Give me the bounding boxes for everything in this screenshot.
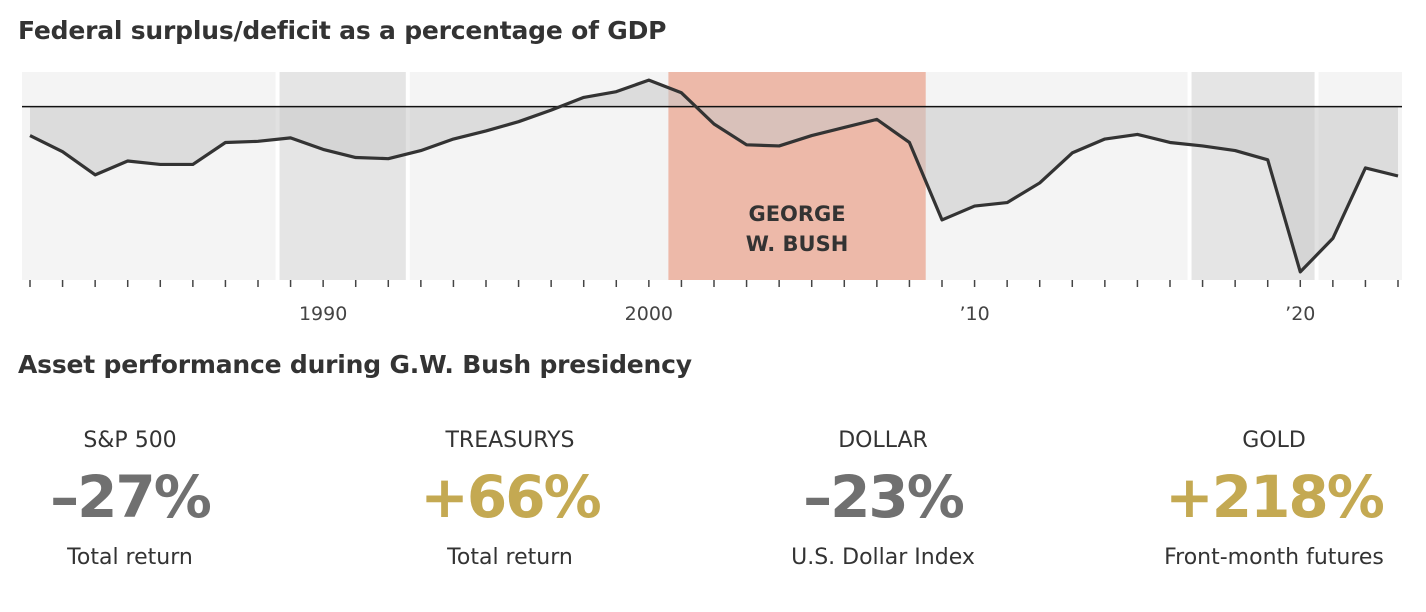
- asset-value: –23%: [803, 463, 965, 531]
- asset-value: +218%: [1165, 463, 1385, 531]
- x-tick-label: 1990: [299, 303, 347, 325]
- asset-desc: Total return: [447, 545, 573, 570]
- chart-tick-layer: [29, 280, 1399, 287]
- asset-value: +66%: [420, 463, 601, 531]
- chart-label-layer: 1990 2000 ’10 ’20 GEORGE W. BUSH: [299, 202, 1315, 325]
- period-separator: [405, 72, 410, 280]
- asset-treasurys: TREASURYS +66% Total return: [340, 425, 680, 575]
- chart-area-layer: [22, 78, 1402, 274]
- asset-desc: Total return: [67, 545, 193, 570]
- asset-name: TREASURYS: [445, 428, 575, 453]
- period-separator: [275, 72, 280, 280]
- bush-label-line1: GEORGE: [748, 202, 845, 226]
- deficit-chart: 1990 2000 ’10 ’20 GEORGE W. BUSH: [22, 72, 1402, 325]
- asset-panel-title: Asset performance during G.W. Bush presi…: [18, 350, 692, 379]
- period-separator: [1187, 72, 1192, 280]
- asset-name: GOLD: [1242, 428, 1306, 453]
- asset-desc: Front-month futures: [1164, 545, 1384, 570]
- deficit-area: [30, 80, 1398, 272]
- shaded-period: [277, 72, 408, 280]
- x-tick-label: ’10: [959, 303, 989, 325]
- asset-name: DOLLAR: [838, 428, 928, 453]
- asset-value: –27%: [50, 463, 212, 531]
- chart-background-layer: [22, 72, 1402, 280]
- asset-sp500: S&P 500 –27% Total return: [0, 425, 300, 575]
- asset-name: S&P 500: [83, 428, 177, 453]
- asset-gold: GOLD +218% Front-month futures: [1104, 425, 1426, 575]
- bush-label-line2: W. BUSH: [746, 232, 849, 256]
- asset-dollar: DOLLAR –23% U.S. Dollar Index: [713, 425, 1053, 575]
- x-tick-label: ’20: [1285, 303, 1315, 325]
- asset-desc: U.S. Dollar Index: [791, 545, 975, 570]
- deficit-line: [29, 78, 1399, 274]
- chart-title: Federal surplus/deficit as a percentage …: [18, 16, 667, 45]
- x-tick-label: 2000: [625, 303, 673, 325]
